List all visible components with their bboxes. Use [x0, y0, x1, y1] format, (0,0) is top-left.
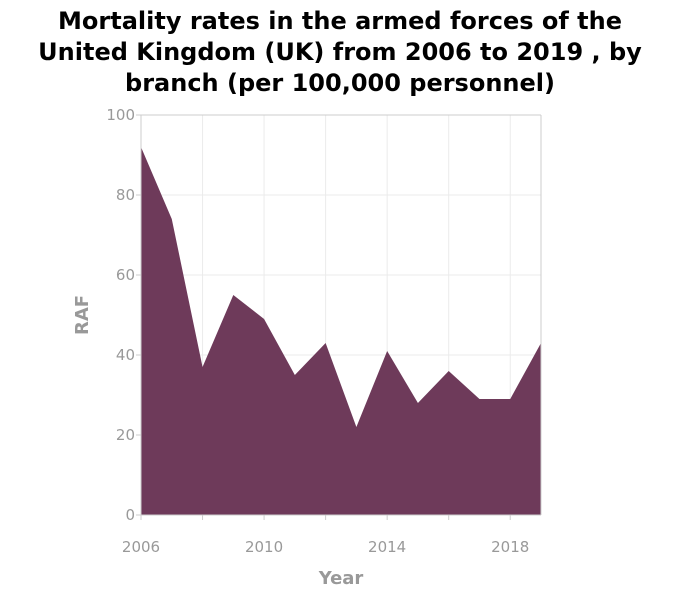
y-tick-label: 80: [116, 186, 135, 204]
y-axis-label: RAF: [72, 295, 93, 335]
y-tick-label: 40: [116, 346, 135, 364]
x-tick-label: 2018: [491, 538, 529, 556]
y-tick-label: 60: [116, 266, 135, 284]
y-tick-label: 0: [125, 506, 135, 524]
chart-title-line-1: Mortality rates in the armed forces of t…: [58, 7, 622, 35]
area-series-raf: [141, 147, 541, 515]
axes: [140, 114, 542, 516]
chart-title-line-2: United Kingdom (UK) from 2006 to 2019 , …: [38, 38, 642, 66]
chart-title: Mortality rates in the armed forces of t…: [0, 6, 680, 99]
area-layer: [141, 147, 541, 515]
x-tick-label: 2014: [368, 538, 406, 556]
chart-title-line-3: branch (per 100,000 personnel): [125, 69, 555, 97]
x-axis-label: Year: [318, 568, 364, 589]
x-tick-label: 2006: [122, 538, 160, 556]
y-axis-ticks: 0 20 40 60 80 100: [106, 106, 141, 524]
x-axis-ticks: 2006 2010 2014 2018: [122, 515, 529, 556]
y-tick-label: 100: [106, 106, 135, 124]
x-tick-label: 2010: [245, 538, 283, 556]
y-tick-label: 20: [116, 426, 135, 444]
